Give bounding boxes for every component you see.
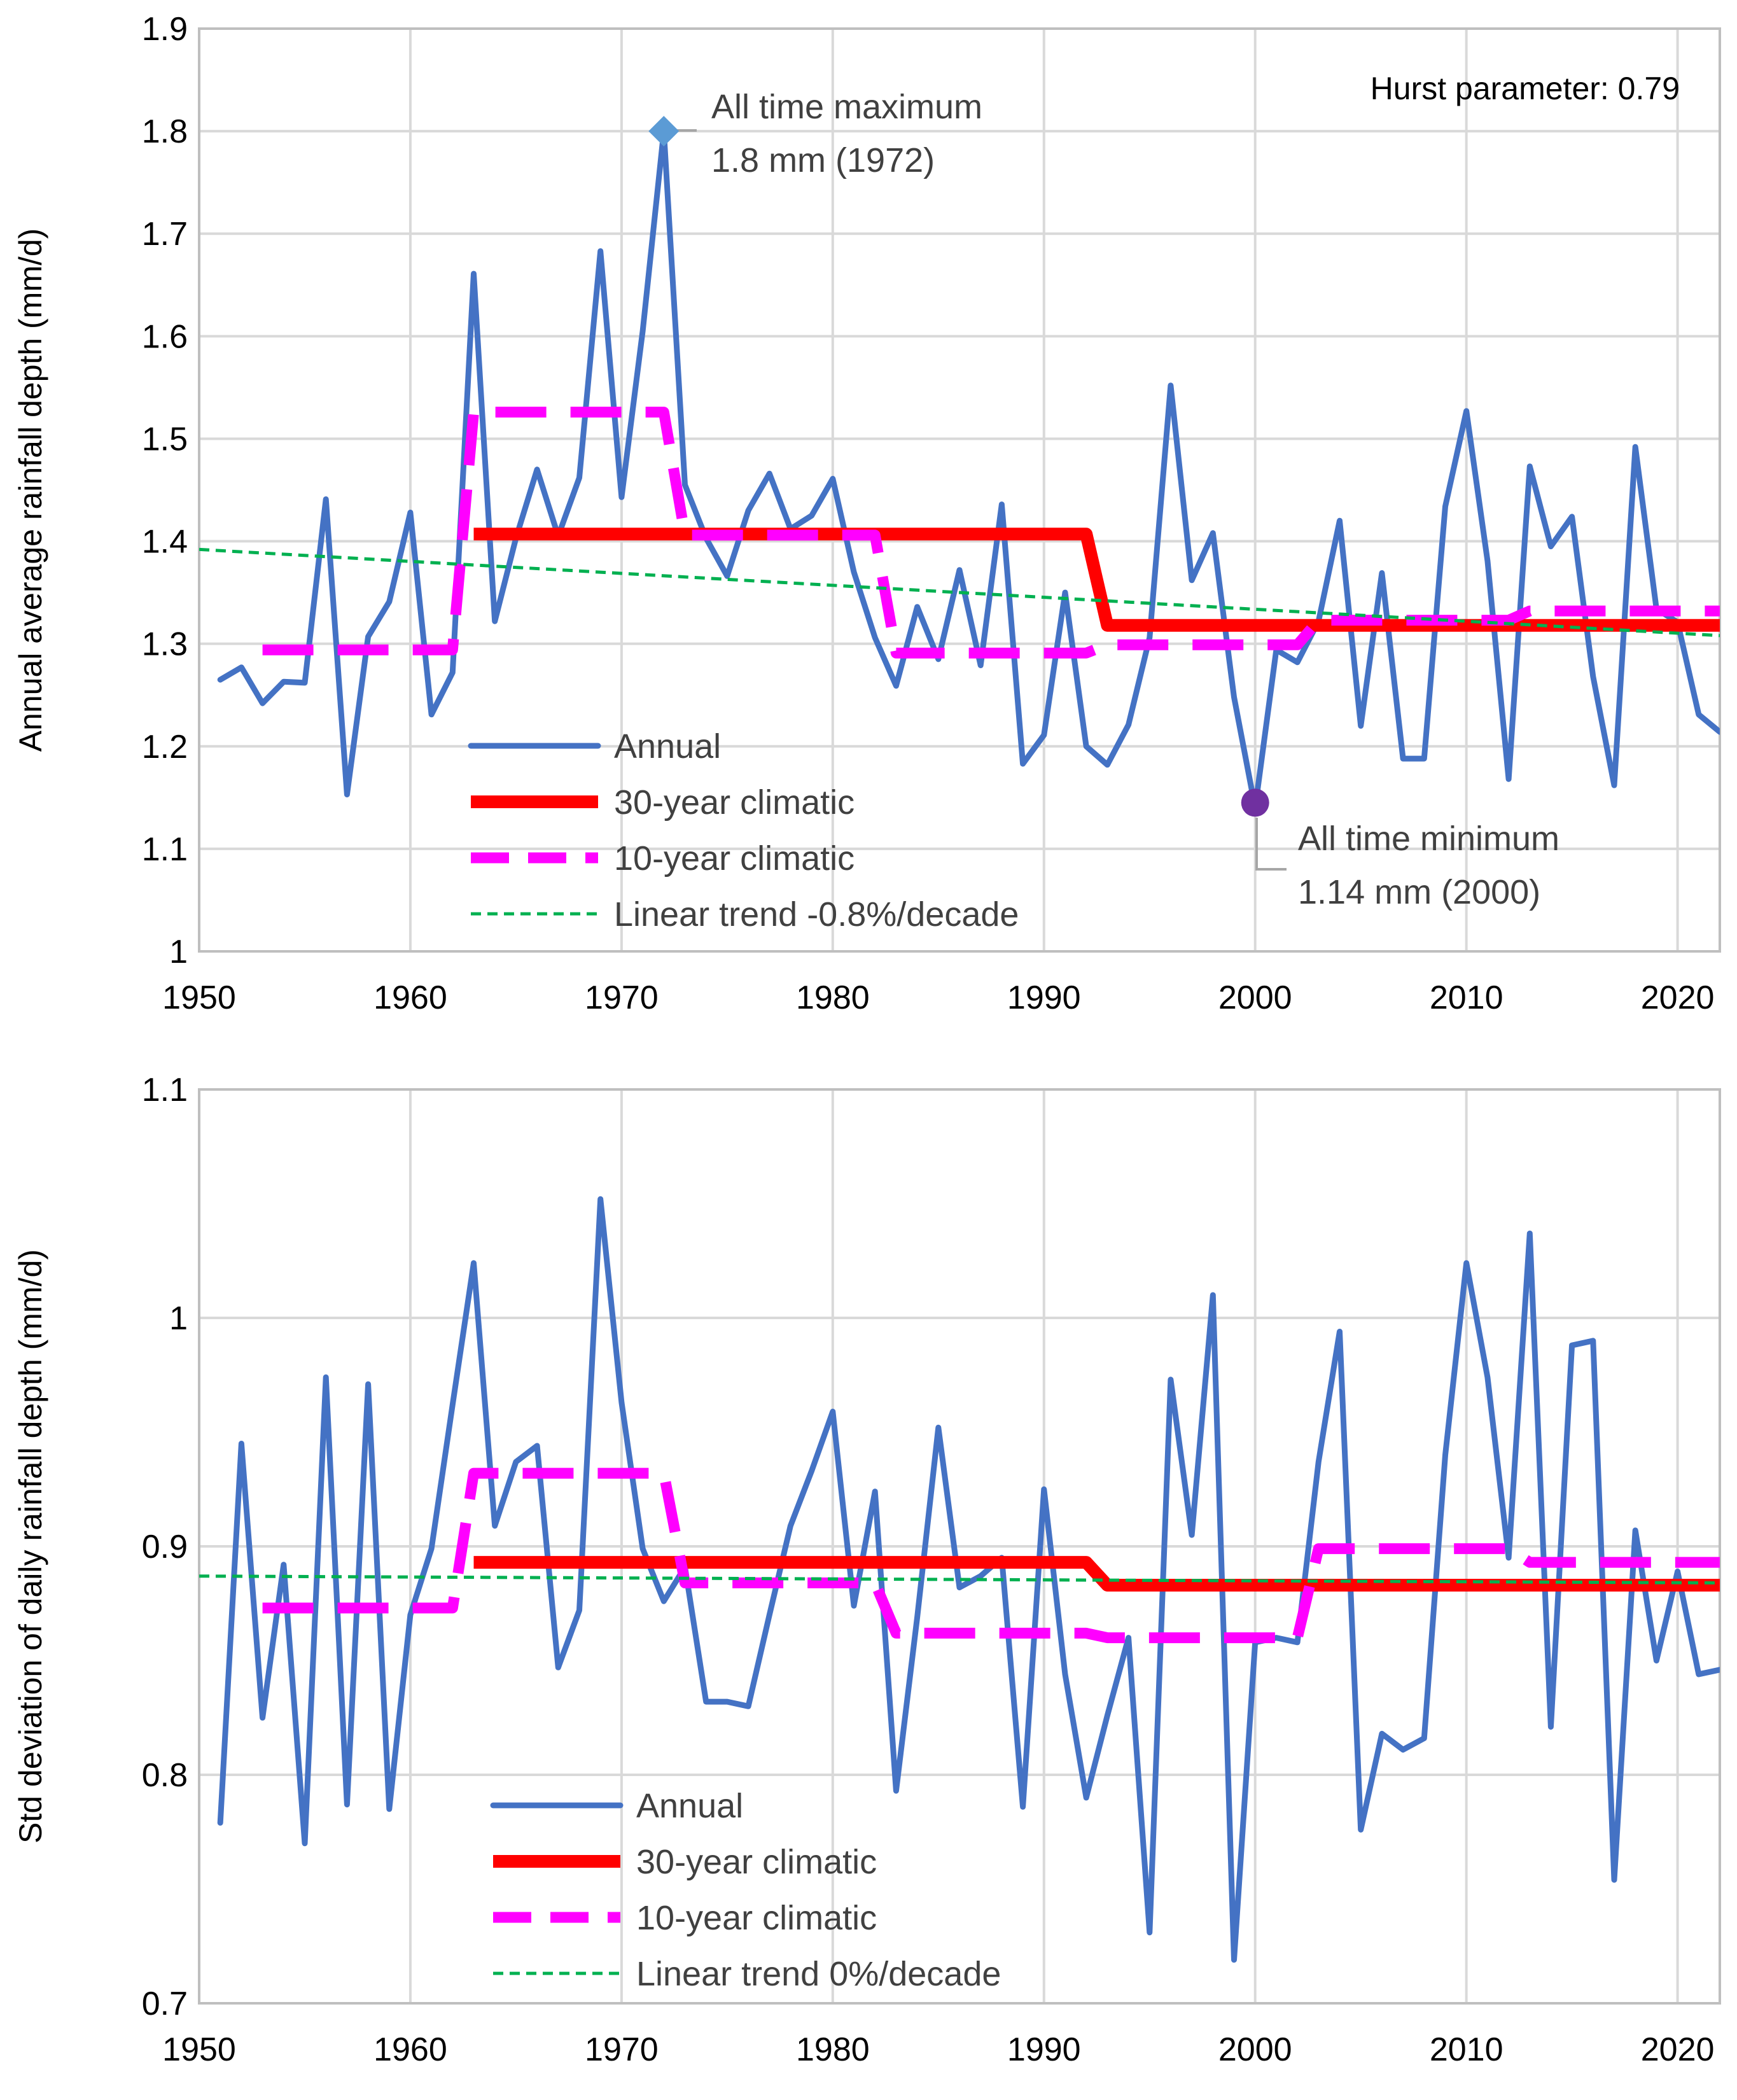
max-marker: [648, 116, 680, 147]
y-tick-label: 0.7: [142, 1985, 188, 2022]
legend-entry-label: Linear trend 0%/decade: [636, 1955, 1001, 1993]
y-tick-label: 0.9: [142, 1529, 188, 1565]
legend-entry-label: Annual: [614, 727, 721, 766]
x-tick-label: 2000: [1218, 2031, 1292, 2068]
legend-entry-label: Annual: [636, 1787, 743, 1825]
legend-entry-label: 10-year climatic: [636, 1899, 877, 1937]
annotation-text: All time minimum: [1298, 820, 1559, 858]
y-tick-label: 1.9: [142, 11, 188, 48]
y-tick-label: 1.4: [142, 524, 188, 561]
legend-entry-label: 30-year climatic: [636, 1843, 877, 1881]
min-marker: [1241, 788, 1269, 817]
series-line-annual: [217, 1196, 1720, 1963]
x-tick-label: 2020: [1641, 979, 1715, 1016]
annotation: All time minimum 1.14 mm (2000): [1241, 788, 1559, 911]
x-tick-label: 1990: [1007, 979, 1081, 1016]
y-tick-label: 1: [169, 1300, 188, 1337]
y-tick-label: 1: [169, 934, 188, 970]
y-axis-label: Std deviation of daily rainfall depth (m…: [13, 1249, 48, 1844]
legend-entry-label: 10-year climatic: [614, 839, 855, 878]
annotation-text: All time maximum: [711, 88, 982, 126]
x-tick-label: 1980: [796, 2031, 870, 2068]
legend-entry-label: 30-year climatic: [614, 783, 855, 822]
annotation-leader-line: [1255, 818, 1287, 871]
x-tick-label: 1950: [162, 2031, 236, 2068]
annotation-text: 1.8 mm (1972): [711, 141, 935, 179]
annual-average-chart: 1950 1960 1970 1980 1990 2000 2010 2020 1 1.1 1.2 1…: [13, 11, 1721, 1016]
y-axis-label: Annual average rainfall depth (mm/d): [13, 228, 48, 752]
x-tick-label: 1980: [796, 979, 870, 1016]
series-line-linear-trend-0-8-decade: [199, 547, 1720, 638]
x-tick-label: 1960: [373, 979, 447, 1016]
y-tick-label: 1.1: [142, 1072, 188, 1109]
annotation-text: 1.14 mm (2000): [1298, 873, 1540, 911]
y-tick-label: 1.6: [142, 318, 188, 355]
x-tick-label: 1970: [585, 2031, 659, 2068]
x-tick-label: 1960: [373, 2031, 447, 2068]
x-tick-label: 2000: [1218, 979, 1292, 1016]
annotation: All time maximum 1.8 mm (1972): [648, 88, 982, 179]
series-line-linear-trend-0-decade: [199, 1574, 1720, 1585]
legend-entry-label: Linear trend -0.8%/decade: [614, 895, 1019, 934]
x-tick-label: 1990: [1007, 2031, 1081, 2068]
x-tick-label: 2010: [1430, 2031, 1503, 2068]
legend: Annual 30-year climatic 10-year climatic Li…: [490, 1787, 1001, 1993]
series-line-10-year-climatic: [262, 1467, 1720, 1644]
x-tick-label: 2010: [1430, 979, 1503, 1016]
y-tick-label: 1.1: [142, 831, 188, 868]
x-tick-label: 2020: [1641, 2031, 1715, 2068]
y-tick-label: 1.3: [142, 626, 188, 663]
hurst-parameter-label: Hurst parameter: 0.79: [1371, 71, 1680, 106]
series-line-10-year-climatic: [262, 407, 1720, 659]
series-line-30-year-climatic: [473, 1556, 1720, 1592]
y-tick-label: 0.8: [142, 1757, 188, 1794]
std-deviation-chart: 1950 1960 1970 1980 1990 2000 2010 2020 0.7 0.8 0.…: [13, 1072, 1721, 2068]
y-tick-label: 1.5: [142, 421, 188, 458]
plot-area-border: [198, 1088, 1721, 2005]
y-tick-label: 1.7: [142, 216, 188, 253]
plot-area-border: [198, 27, 1721, 953]
legend: Annual 30-year climatic 10-year climatic Li…: [468, 727, 1019, 934]
y-tick-label: 1.2: [142, 729, 188, 766]
x-tick-label: 1970: [585, 979, 659, 1016]
x-tick-label: 1950: [162, 979, 236, 1016]
series-line-annual: [217, 128, 1720, 811]
y-tick-label: 1.8: [142, 113, 188, 150]
